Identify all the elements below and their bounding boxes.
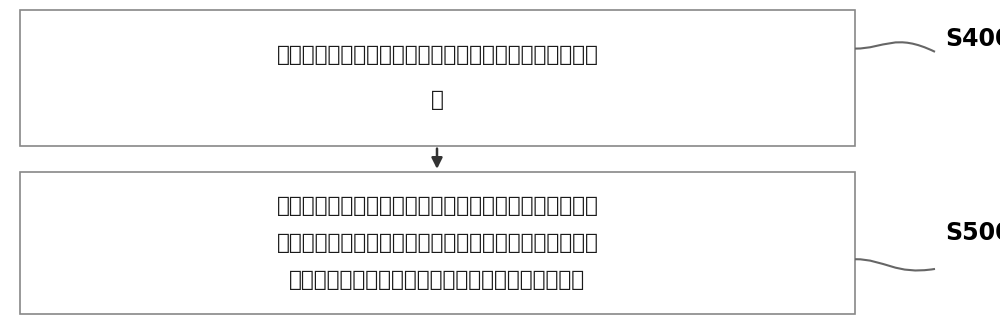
Text: 内，若是，则获取与所在的力度范围对应的应用程序: 内，若是，则获取与所在的力度范围对应的应用程序	[289, 270, 586, 290]
Bar	[20, 172, 855, 314]
Text: 当采集的力度值在其中一个力度范围内时，采集按压的时: 当采集的力度值在其中一个力度范围内时，采集按压的时	[277, 45, 598, 65]
Text: S400: S400	[945, 27, 1000, 51]
Text: 围进行比较，判断采集的按压时间是否在预设的时间范围: 围进行比较，判断采集的按压时间是否在预设的时间范围	[277, 233, 598, 253]
Bar	[20, 10, 855, 146]
Text: 将采集到的按压时间与所在的力度范围对应的按压时间范: 将采集到的按压时间与所在的力度范围对应的按压时间范	[277, 196, 598, 216]
Text: 间: 间	[431, 90, 444, 110]
Text: S500: S500	[945, 221, 1000, 245]
